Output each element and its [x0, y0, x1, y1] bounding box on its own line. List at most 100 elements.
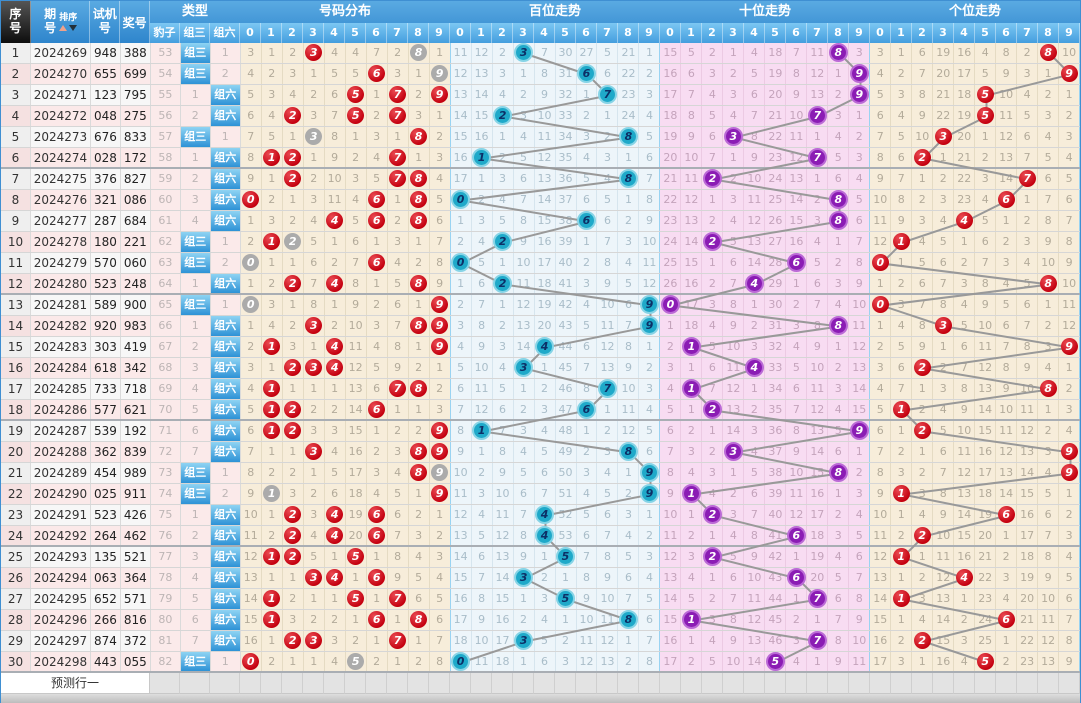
- dist-cell: 6: [408, 589, 430, 609]
- units-trend-cell: 4: [912, 505, 934, 525]
- dist-cell: 3: [366, 463, 388, 483]
- dist-cell: 6: [366, 400, 388, 419]
- dist-cell: 16: [240, 631, 262, 651]
- header-period[interactable]: 期号 排序: [31, 1, 91, 43]
- tens-trend-cell: 9: [849, 274, 871, 293]
- period-cell: 2024278: [30, 232, 91, 252]
- units-trend-cell: 6: [912, 274, 934, 293]
- tens-trend-cell: 2: [828, 85, 850, 105]
- dist-cell: 4: [324, 652, 346, 671]
- units-trend-cell: 1: [954, 232, 976, 252]
- dist-cell: 9: [240, 484, 262, 504]
- hundreds-trend-cell: 6: [597, 211, 619, 231]
- dist-cell: 7: [387, 85, 409, 105]
- units-trend-cell: 2: [1038, 421, 1060, 441]
- dist-cell: 1: [303, 379, 325, 399]
- dist-cell: 9: [429, 295, 451, 315]
- units-trend-cell: 21: [933, 85, 955, 105]
- hundreds-trend-cell: 3: [639, 547, 661, 567]
- units-trend-cell: 18: [975, 484, 997, 504]
- prediction-empty-cell: [492, 673, 513, 694]
- tens-trend-cell: 3: [786, 316, 808, 336]
- dist-cell: 5: [303, 232, 325, 252]
- dist-cell: 7: [429, 232, 451, 252]
- tens-trend-cell: 9: [849, 85, 871, 105]
- units-trend-cell: 3: [1059, 526, 1080, 545]
- dist-cell: 1: [261, 148, 283, 167]
- sort-control[interactable]: 排序: [59, 13, 77, 31]
- dist-cell: 3: [303, 316, 325, 336]
- hundreds-trend-cell: 5: [639, 421, 661, 441]
- tens-trend-cell: 1: [723, 43, 745, 63]
- dist-cell: 10: [345, 316, 367, 336]
- hundreds-trend-cell: 7: [597, 85, 619, 105]
- dist-cell: 3: [429, 400, 451, 419]
- dist-cell: 19: [345, 505, 367, 525]
- units-trend-cell: 1: [870, 274, 892, 293]
- tens-trend-cell: 1: [702, 253, 724, 273]
- dist-cell: 5: [303, 547, 325, 567]
- hundreds-trend-cell: 1: [639, 505, 661, 525]
- period-cell: 2024291: [30, 505, 91, 525]
- dist-cell: 5: [324, 64, 346, 84]
- baozi-miss-cell: 59: [150, 169, 181, 189]
- hundreds-trend-cell: 3: [513, 568, 535, 588]
- hundreds-trend-cell: 5: [576, 316, 598, 336]
- sort-asc-icon[interactable]: [59, 25, 68, 31]
- hundreds-trend-cell: 3: [534, 589, 556, 609]
- hundreds-trend-cell: 2: [618, 652, 640, 671]
- tens-trend-cell: 17: [807, 505, 829, 525]
- dist-cell: 1: [261, 589, 283, 609]
- hundreds-trend-cell: 1: [618, 631, 640, 651]
- hundreds-trend-cell: 10: [618, 379, 640, 399]
- dist-cell: 8: [408, 442, 430, 462]
- prediction-empty-cell: [282, 673, 303, 694]
- dist-cell: 4: [324, 358, 346, 378]
- prediction-empty-cell: [471, 673, 492, 694]
- hundreds-trend-cell: 5: [492, 211, 514, 231]
- hundreds-trend-cell: 6: [513, 169, 535, 189]
- hundreds-trend-cell: 11: [450, 43, 472, 63]
- prize-number-cell: 055: [120, 652, 151, 671]
- tens-trend-cell: 5: [807, 253, 829, 273]
- units-trend-cell: 5: [975, 211, 997, 231]
- dist-cell: 7: [387, 631, 409, 651]
- header-seq: 序号: [1, 1, 31, 43]
- period-cell: 2024293: [30, 547, 91, 567]
- units-trend-cell: 9: [996, 64, 1018, 84]
- tens-trend-cell: 8: [681, 106, 703, 126]
- dist-cell: 5: [345, 589, 367, 609]
- zuliu-cell: 1: [210, 463, 241, 483]
- units-trend-cell: 2: [1038, 85, 1060, 105]
- hundreds-trend-cell: 15: [534, 211, 556, 231]
- hundreds-trend-cell: 2: [513, 85, 535, 105]
- dist-cell: 8: [324, 127, 346, 147]
- units-trend-cell: 1: [933, 337, 955, 357]
- hundreds-trend-cell: 3: [618, 505, 640, 525]
- dist-cell: 4: [282, 85, 304, 105]
- dist-cell: 1: [408, 631, 430, 651]
- units-trend-cell: 16: [954, 547, 976, 567]
- zuliu-cell: 组六: [210, 421, 241, 441]
- units-trend-cell: 5: [891, 127, 913, 147]
- units-trend-cell: 4: [1038, 127, 1060, 147]
- seq-cell: 30: [1, 652, 31, 671]
- hundreds-trend-cell: 19: [534, 295, 556, 315]
- hundreds-trend-cell: 5: [471, 253, 493, 273]
- tens-trend-cell: 3: [723, 127, 745, 147]
- prediction-empty-cell: [240, 673, 261, 694]
- sort-desc-icon[interactable]: [69, 25, 78, 31]
- dist-cell: 2: [366, 106, 388, 126]
- table-row: 9 2024277 287 684 61 4 组六 1 3 2 4 4 5 6 2 8 6 1 3 5 8 15 38 6 6 2…: [1, 211, 1080, 232]
- tens-trend-cell: 6: [786, 568, 808, 588]
- prediction-label[interactable]: 预测行一: [1, 673, 150, 694]
- zuliu-cell: 组六: [210, 211, 241, 231]
- hundreds-trend-cell: 5: [534, 442, 556, 462]
- dist-cell: 8: [240, 148, 262, 167]
- baozi-miss-cell: 55: [150, 85, 181, 105]
- tens-trend-cell: 33: [765, 358, 787, 378]
- hundreds-trend-cell: 35: [555, 148, 577, 167]
- test-number-cell: 063: [90, 568, 121, 588]
- prediction-empty-cell: [513, 673, 534, 694]
- tens-trend-cell: 32: [765, 337, 787, 357]
